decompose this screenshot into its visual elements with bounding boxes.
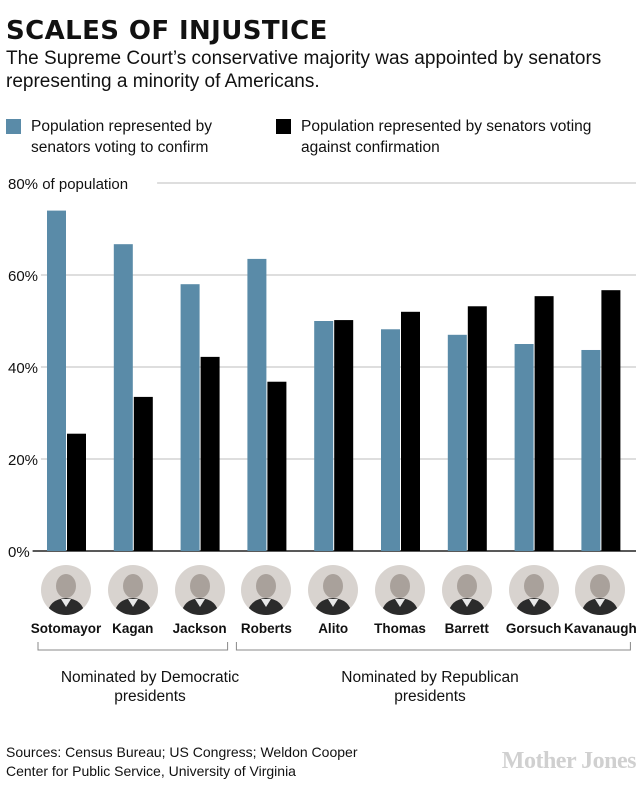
bar-confirm-sotomayor (47, 211, 66, 551)
group-label-democratic: Nominated by Democratic presidents (60, 668, 240, 706)
bar-against-roberts (267, 382, 286, 551)
bar-confirm-roberts (247, 259, 266, 551)
brand-logo: Mother Jones (502, 748, 636, 775)
portrait-jackson (175, 565, 225, 615)
bar-confirm-alito (314, 321, 333, 551)
y-tick-label: 0% (8, 544, 30, 561)
bar-against-alito (334, 320, 353, 551)
bar-confirm-jackson (181, 284, 200, 551)
bar-against-jackson (201, 357, 220, 551)
bracket-democratic (38, 642, 228, 650)
y-tick-label: 60% (8, 268, 38, 285)
y-tick-label: 20% (8, 452, 38, 469)
bar-against-kavanaugh (601, 290, 620, 551)
bar-confirm-kagan (114, 244, 133, 551)
y-tick-label: 40% (8, 360, 38, 377)
bar-against-sotomayor (67, 434, 86, 551)
portrait-thomas (375, 565, 425, 615)
portrait-alito (308, 565, 358, 615)
group-label-republican: Nominated by Republican presidents (330, 668, 530, 706)
bar-against-kagan (134, 397, 153, 551)
bar-against-gorsuch (535, 296, 554, 551)
sources-note: Sources: Census Bureau; US Congress; Wel… (6, 743, 396, 781)
portrait-kagan (108, 565, 158, 615)
name-label-kavanaugh: Kavanaugh (560, 621, 640, 636)
bar-against-thomas (401, 312, 420, 551)
portrait-barrett (442, 565, 492, 615)
bar-confirm-thomas (381, 329, 400, 551)
bar-against-barrett (468, 306, 487, 551)
bracket-republican (236, 642, 630, 650)
portrait-sotomayor (41, 565, 91, 615)
portrait-gorsuch (509, 565, 559, 615)
y-tick-label: 80% of population (8, 176, 128, 193)
bar-confirm-gorsuch (515, 344, 534, 551)
bar-confirm-barrett (448, 335, 467, 551)
bar-confirm-kavanaugh (581, 350, 600, 551)
